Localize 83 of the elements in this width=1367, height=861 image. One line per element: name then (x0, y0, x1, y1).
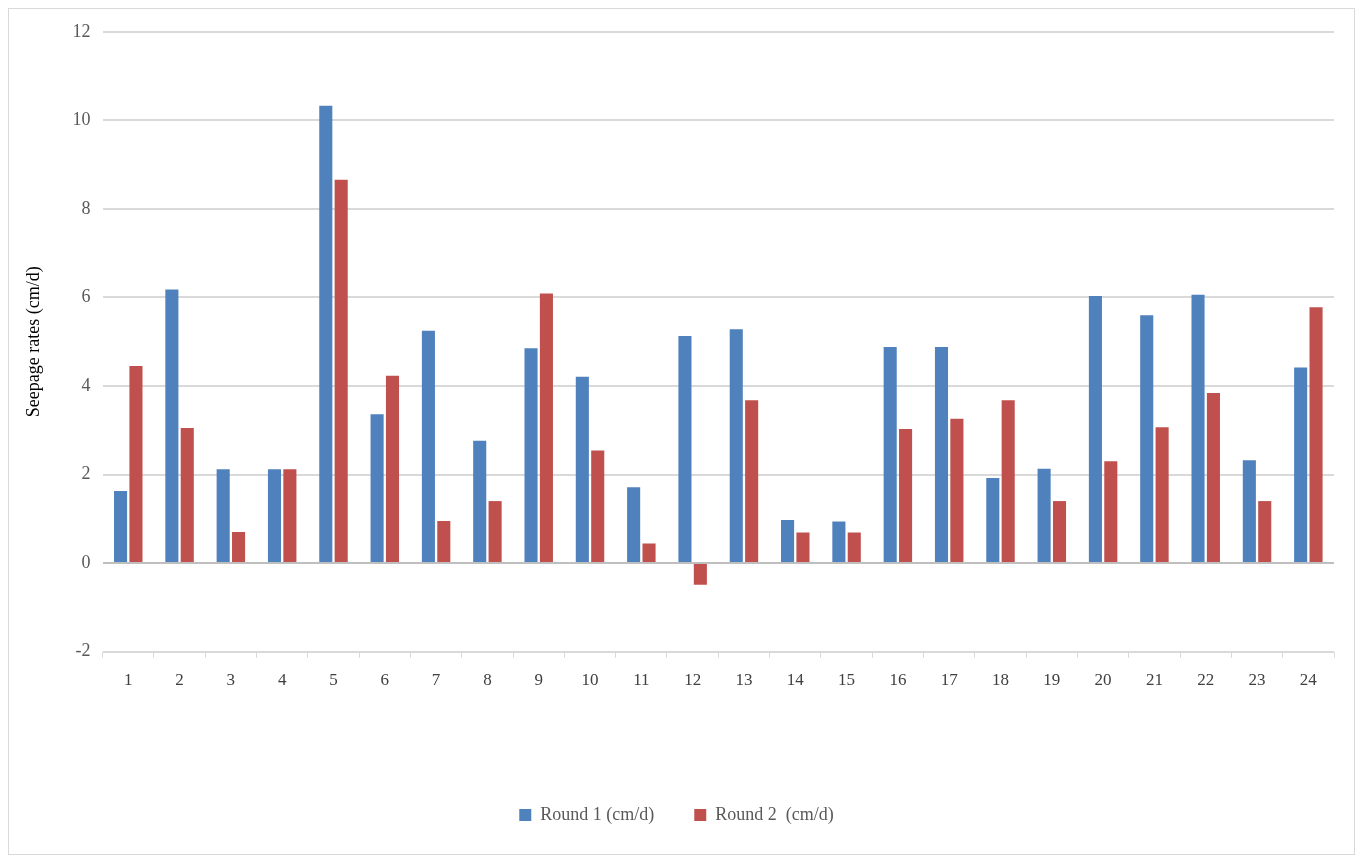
x-tick-label: 1 (124, 669, 133, 689)
bar (1206, 393, 1220, 563)
bar (1088, 296, 1102, 563)
y-tick-label: 10 (72, 109, 91, 130)
bar (421, 330, 435, 563)
legend-label: Round 1 (cm/d) (540, 803, 655, 825)
bar (1191, 294, 1205, 563)
bar (729, 329, 743, 563)
bar (950, 418, 964, 563)
y-tick-label: 12 (72, 20, 91, 41)
bar (986, 478, 1000, 563)
bar (1242, 460, 1256, 563)
bar (934, 347, 949, 563)
bar (385, 375, 400, 563)
y-tick-label: 6 (81, 286, 91, 307)
bar (1037, 468, 1051, 563)
bar (575, 376, 589, 563)
bar (899, 428, 913, 563)
y-tick-label: -2 (75, 640, 91, 661)
bar (524, 348, 538, 563)
y-tick-label: 0 (81, 551, 91, 572)
x-tick-label: 12 (684, 669, 702, 689)
y-axis-title: Seepage rates (cm/d) (22, 266, 44, 418)
y-tick-label: 2 (81, 463, 91, 484)
bar (693, 564, 707, 585)
bar (370, 414, 384, 563)
x-tick-label: 21 (1145, 669, 1163, 689)
x-tick-label: 20 (1094, 669, 1112, 689)
bar (627, 487, 641, 563)
bar (847, 532, 861, 563)
bar (216, 469, 230, 563)
x-tick-label: 7 (431, 669, 441, 689)
x-tick-label: 13 (735, 669, 753, 689)
bar (1155, 427, 1169, 563)
bar (796, 532, 810, 563)
x-tick-label: 3 (226, 669, 236, 689)
bar (781, 520, 795, 563)
bar (591, 450, 605, 563)
bar (642, 543, 656, 563)
bar (488, 501, 502, 563)
x-tick-label: 9 (534, 669, 543, 689)
x-tick-label: 8 (483, 669, 492, 689)
x-tick-label: 11 (633, 669, 650, 689)
x-tick-label: 23 (1248, 669, 1266, 689)
bar (283, 469, 297, 563)
bar (1104, 461, 1118, 563)
x-tick-label: 5 (329, 669, 338, 689)
bar (114, 490, 128, 563)
bar (437, 521, 451, 563)
x-tick-label: 18 (992, 669, 1009, 689)
x-tick-label: 2 (175, 669, 184, 689)
x-tick-label: 17 (940, 669, 959, 689)
x-tick-label: 19 (1043, 669, 1061, 689)
bar (473, 440, 487, 563)
bar (832, 521, 846, 563)
bar (883, 347, 897, 563)
bar (1001, 400, 1015, 563)
x-tick-label: 16 (889, 669, 907, 689)
bar (165, 289, 179, 563)
y-tick-label: 8 (81, 197, 91, 218)
x-tick-label: 6 (380, 669, 390, 689)
x-tick-label: 14 (786, 669, 805, 689)
bar (539, 293, 553, 563)
x-tick-label: 22 (1197, 669, 1215, 689)
bar (678, 335, 692, 563)
bar (1309, 307, 1323, 563)
bar (1052, 501, 1067, 563)
bar (129, 366, 143, 563)
x-tick-label: 10 (581, 669, 599, 689)
bar (745, 400, 759, 563)
legend-label: Round 2 (cm/d) (715, 803, 834, 825)
bar (334, 179, 348, 563)
bar (232, 532, 246, 563)
bar (319, 105, 333, 563)
x-tick-label: 15 (838, 669, 856, 689)
x-tick-label: 4 (277, 669, 287, 689)
bar (267, 469, 282, 563)
y-tick-label: 4 (81, 374, 91, 395)
x-tick-label: 24 (1299, 669, 1318, 689)
bar (1258, 501, 1272, 563)
bar (180, 428, 194, 563)
bar (1140, 315, 1154, 563)
bar (1294, 367, 1308, 563)
